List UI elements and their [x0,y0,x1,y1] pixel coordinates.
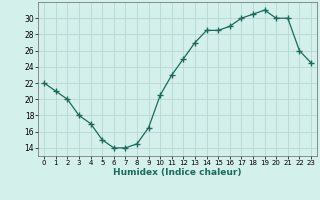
X-axis label: Humidex (Indice chaleur): Humidex (Indice chaleur) [113,168,242,177]
